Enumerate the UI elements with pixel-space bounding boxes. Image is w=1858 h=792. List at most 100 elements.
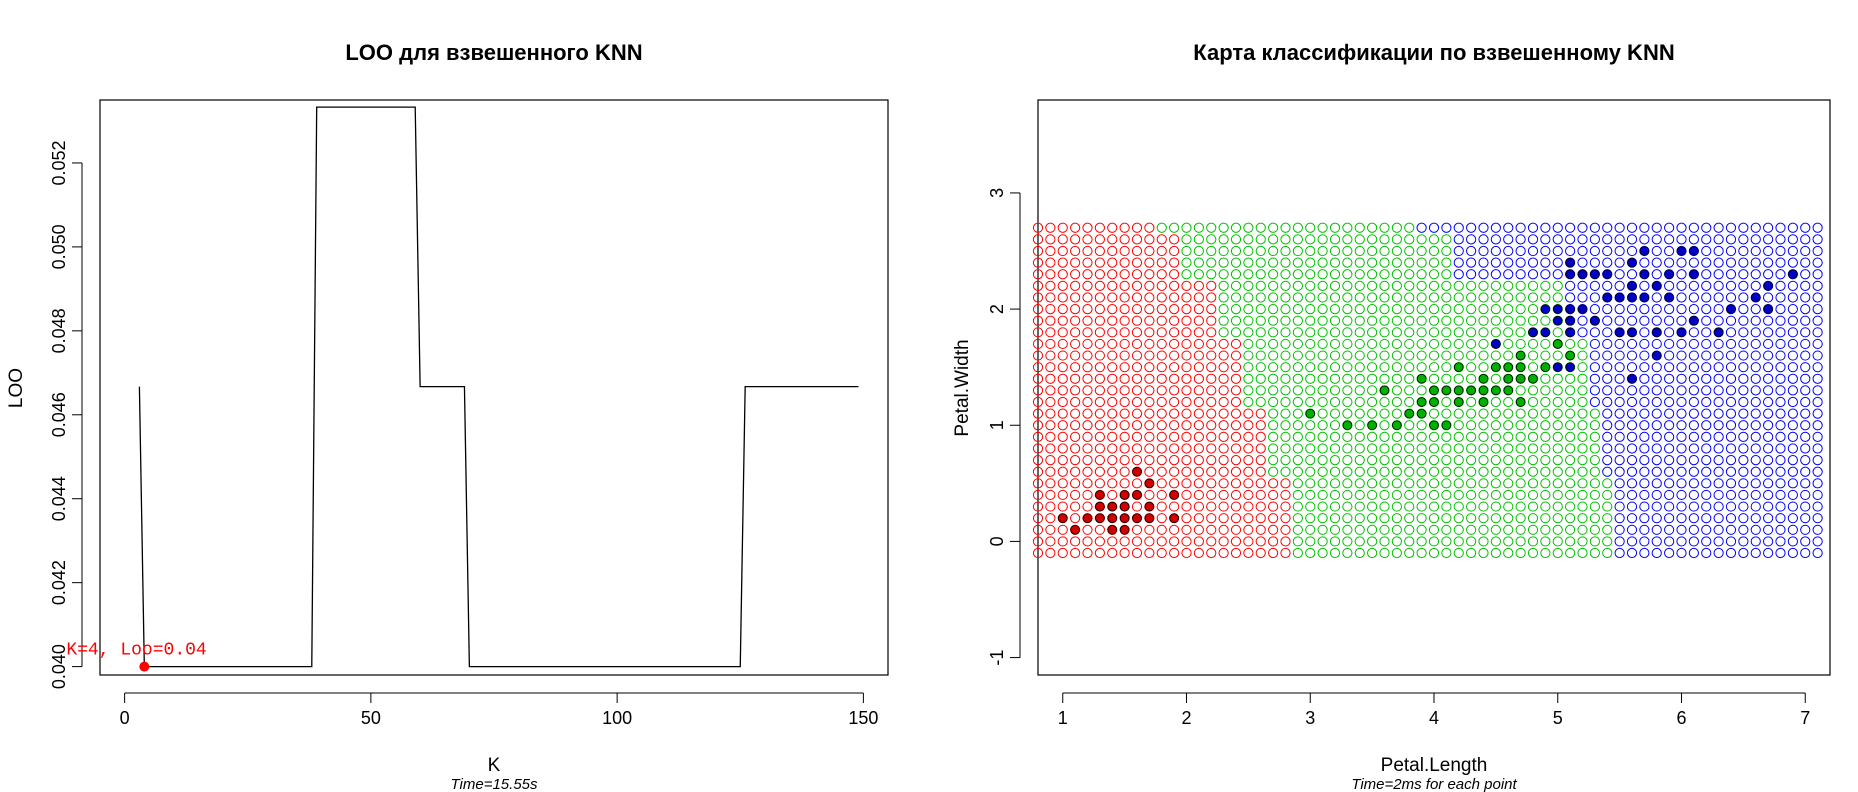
grid-point (1540, 466, 1551, 477)
grid-point (1713, 315, 1724, 326)
grid-point (1094, 303, 1105, 315)
grid-point (1602, 315, 1613, 326)
grid-point (1713, 269, 1724, 280)
virginica-point (1577, 269, 1588, 280)
grid-point (1651, 385, 1662, 396)
grid-point (1441, 280, 1452, 291)
grid-point (1404, 420, 1415, 431)
grid-point (1391, 385, 1402, 396)
grid-point (1156, 420, 1167, 431)
virginica-point (1676, 327, 1687, 338)
grid-point (1329, 431, 1341, 442)
grid-point (1775, 396, 1786, 408)
grid-point (1082, 536, 1093, 547)
grid-point (1317, 269, 1328, 280)
grid-point (1107, 222, 1118, 233)
grid-point (1775, 222, 1786, 233)
grid-point (1589, 292, 1600, 303)
grid-point (1725, 513, 1737, 524)
grid-point (1317, 303, 1328, 315)
grid-point (1428, 280, 1440, 291)
grid-point (1503, 478, 1514, 489)
grid-point (1193, 431, 1204, 442)
grid-point (1713, 513, 1724, 524)
grid-point (1812, 466, 1823, 477)
grid-point (1812, 420, 1823, 431)
grid-point (1206, 547, 1217, 559)
grid-point (1218, 466, 1229, 477)
grid-point (1404, 234, 1415, 245)
grid-point (1763, 455, 1774, 466)
grid-point (1317, 396, 1328, 408)
grid-point (1193, 489, 1204, 501)
grid-point (1453, 524, 1464, 535)
grid-point (1664, 245, 1675, 257)
grid-point (1688, 222, 1699, 233)
grid-point (1280, 269, 1291, 280)
grid-point (1651, 536, 1662, 547)
grid-point (1391, 396, 1402, 408)
grid-point (1032, 257, 1044, 268)
versicolor-point (1392, 420, 1402, 431)
best-k-point (139, 661, 150, 672)
grid-point (1243, 222, 1254, 233)
grid-point (1602, 501, 1613, 512)
grid-point (1602, 303, 1613, 315)
grid-point (1206, 350, 1217, 361)
grid-point (1626, 501, 1638, 512)
grid-point (1787, 280, 1798, 291)
grid-point (1787, 513, 1798, 524)
grid-point (1639, 408, 1650, 419)
grid-point (1243, 501, 1254, 512)
grid-point (1230, 478, 1242, 489)
grid-point (1651, 501, 1662, 512)
grid-point (1404, 280, 1415, 291)
grid-point (1342, 431, 1353, 442)
grid-point (1391, 455, 1402, 466)
grid-point (1676, 420, 1687, 431)
grid-point (1565, 245, 1576, 257)
loo-x-tick-label: 0 (120, 708, 130, 728)
grid-point (1082, 257, 1093, 268)
grid-point (1713, 257, 1724, 268)
grid-point (1156, 466, 1167, 477)
versicolor-point (1453, 362, 1464, 372)
grid-point (1255, 269, 1266, 280)
grid-point (1032, 396, 1044, 408)
grid-point (1169, 466, 1180, 477)
grid-point (1490, 315, 1501, 326)
grid-point (1639, 524, 1650, 535)
grid-point (1206, 396, 1217, 408)
grid-point (1787, 362, 1798, 373)
grid-point (1738, 373, 1749, 384)
grid-point (1738, 269, 1749, 280)
grid-point (1181, 408, 1192, 419)
grid-point (1738, 524, 1749, 535)
grid-point (1107, 245, 1118, 257)
grid-point (1515, 431, 1526, 442)
grid-point (1428, 234, 1440, 245)
grid-point (1305, 338, 1316, 350)
grid-point (1664, 385, 1675, 396)
grid-point (1688, 338, 1699, 350)
grid-point (1181, 315, 1192, 326)
grid-point (1701, 362, 1712, 373)
grid-point (1626, 431, 1638, 442)
grid-point (1738, 350, 1749, 361)
grid-point (1589, 536, 1600, 547)
grid-point (1144, 327, 1155, 338)
grid-point (1428, 222, 1440, 233)
loo-y-tick-label: 0.046 (49, 392, 69, 437)
grid-point (1428, 257, 1440, 268)
grid-point (1045, 420, 1056, 431)
grid-point (1503, 303, 1514, 315)
grid-point (1218, 280, 1229, 291)
grid-point (1787, 466, 1798, 477)
grid-point (1453, 245, 1464, 257)
grid-point (1243, 408, 1254, 419)
grid-point (1057, 547, 1068, 559)
grid-point (1354, 315, 1365, 326)
grid-point (1490, 431, 1501, 442)
grid-point (1725, 408, 1737, 419)
grid-point (1540, 257, 1551, 268)
